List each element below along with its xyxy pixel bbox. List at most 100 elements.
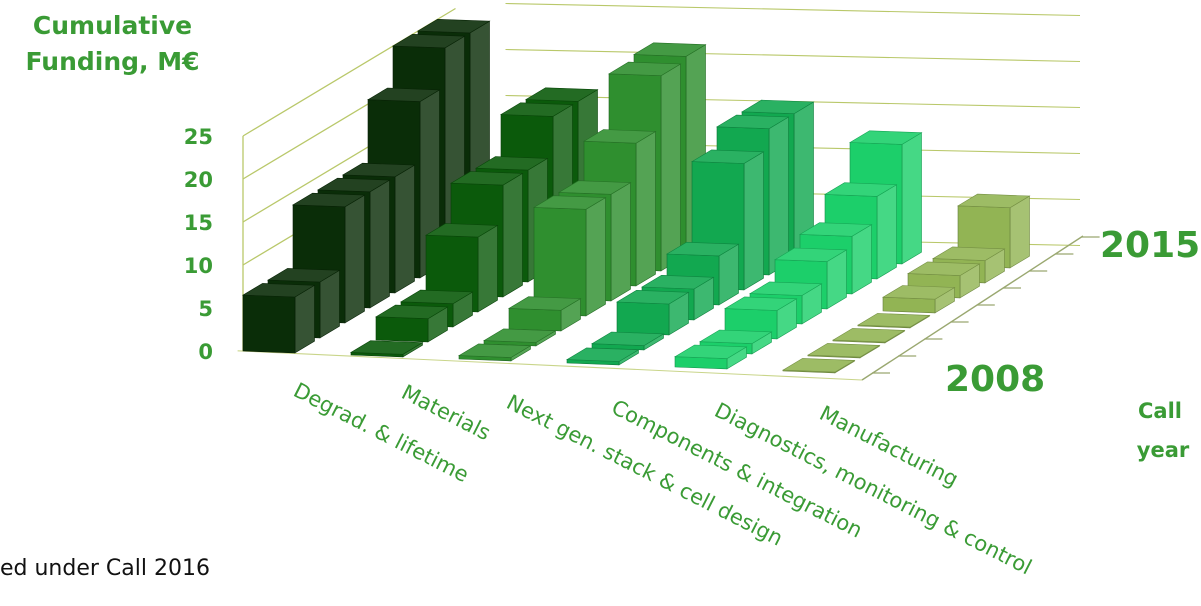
bar-top: [416, 18, 491, 34]
bar-top: [856, 313, 931, 328]
bar-top: [349, 340, 424, 355]
y-tick-label: 5: [198, 297, 213, 321]
bar-top: [266, 268, 341, 283]
bar: [507, 296, 582, 332]
gridline-back: [505, 2, 1081, 17]
z-axis-title-line1: Call: [1138, 399, 1182, 423]
y-tick-label: 20: [184, 168, 213, 192]
bar: [241, 283, 316, 354]
bar-top: [565, 347, 640, 362]
gridlines: [237, 2, 1081, 381]
bar-top: [399, 289, 474, 305]
bar-front: [616, 301, 670, 336]
bar-top: [673, 344, 748, 359]
bar-top: [474, 156, 549, 171]
bars: [241, 18, 1031, 374]
bar-top: [956, 193, 1031, 209]
bar-top: [748, 281, 823, 296]
bar-front: [508, 308, 562, 332]
bar-top: [698, 329, 773, 344]
bar: [532, 195, 607, 317]
bar-top: [831, 328, 906, 343]
y-axis-ticks: 0 5 10 15 20 25: [184, 125, 213, 364]
bar: [673, 344, 748, 370]
bar-side: [369, 179, 390, 309]
bar-top: [632, 42, 707, 57]
bar-side: [901, 132, 922, 265]
bar-top: [723, 296, 798, 311]
bar-side: [876, 184, 897, 280]
bar-top: [507, 296, 582, 311]
bar: [457, 343, 532, 362]
bar-side: [610, 182, 631, 302]
bar-top: [615, 289, 690, 305]
bar-top: [241, 283, 316, 298]
bar-side: [851, 224, 872, 295]
bar-top: [931, 246, 1006, 261]
bar-side: [743, 151, 764, 291]
y-axis-title: Cumulative Funding, M€: [10, 8, 215, 80]
depth-axis: 2015 2008 Call year: [861, 225, 1200, 462]
bar-top: [881, 285, 956, 300]
year-label-2008: 2008: [945, 359, 1045, 400]
bar-top: [557, 180, 632, 195]
bar: [374, 304, 449, 343]
bar-front: [882, 296, 936, 314]
bar-top: [449, 171, 524, 186]
bar: [856, 313, 931, 329]
bar: [881, 285, 956, 314]
bar-top: [366, 87, 441, 102]
bar-side: [394, 164, 415, 294]
bar-side: [768, 116, 789, 276]
bar-side: [344, 194, 365, 324]
bar-top: [582, 129, 657, 144]
bar-top: [482, 328, 557, 343]
bar-top: [665, 241, 740, 257]
y-tick-label: 15: [184, 211, 213, 235]
bar-top: [524, 87, 599, 102]
bar-top: [798, 222, 873, 237]
bar-top: [740, 99, 815, 115]
y-tick-label: 0: [198, 340, 213, 364]
bar-top: [316, 177, 391, 193]
bar: [806, 343, 881, 359]
year-label-2015: 2015: [1100, 225, 1200, 266]
bar: [565, 347, 640, 366]
bar-top: [590, 331, 665, 346]
floor-front-edge: [237, 350, 863, 381]
bar-top: [391, 33, 466, 49]
bar-top: [848, 130, 923, 145]
bar-top: [781, 358, 856, 373]
bar-top: [341, 162, 416, 178]
bar: [590, 331, 665, 351]
z-axis-title-line2: year: [1137, 438, 1190, 462]
bar-top: [374, 304, 449, 320]
bar-top: [640, 274, 715, 290]
bar: [482, 328, 557, 347]
bar-top: [457, 343, 532, 358]
bar-top: [715, 114, 790, 130]
y-tick-label: 25: [184, 125, 213, 149]
bar-top: [291, 192, 366, 208]
bar-side: [635, 130, 656, 287]
gridline-back: [505, 48, 1081, 63]
bar-top: [773, 247, 848, 262]
bar-front: [242, 294, 296, 354]
y-tick-label: 10: [184, 254, 213, 278]
y-axis-title-line2: Funding, M€: [25, 47, 200, 76]
bar-side: [502, 172, 523, 298]
category-label: Degrad. & lifetime: [290, 378, 473, 487]
bar: [349, 340, 424, 358]
bar-top: [906, 261, 981, 276]
bar-top: [424, 223, 499, 238]
bar-top: [823, 182, 898, 197]
bar: [831, 328, 906, 344]
bar-front: [375, 316, 429, 343]
bar: [781, 358, 856, 374]
bar-top: [532, 195, 607, 210]
bar-side: [660, 63, 681, 272]
bar-top: [806, 343, 881, 358]
bar-side: [1009, 195, 1030, 269]
